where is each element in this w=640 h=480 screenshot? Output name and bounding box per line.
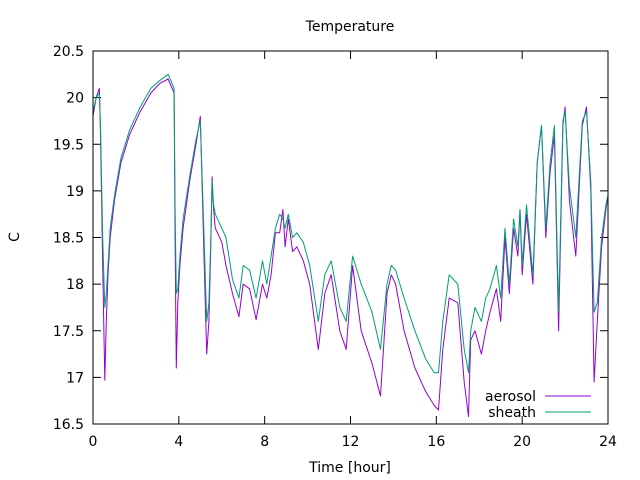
x-tick-label: 8 [260, 434, 269, 450]
x-tick-label: 24 [599, 434, 617, 450]
plot-area [92, 73, 609, 417]
x-tick-label: 12 [342, 434, 360, 450]
y-tick-label: 20.5 [53, 44, 84, 60]
y-tick-label: 19.5 [53, 137, 84, 153]
legend-label-aerosol: aerosol [485, 389, 536, 405]
y-tick-label: 17.5 [53, 324, 84, 340]
y-tick-label: 17 [66, 370, 84, 386]
chart-title: Temperature [305, 19, 395, 35]
y-tick-label: 20 [66, 91, 84, 107]
plot-frame [92, 50, 609, 425]
y-axis-label: C [7, 232, 23, 242]
x-axis-label: Time [hour] [308, 460, 391, 476]
x-tick-label: 4 [174, 434, 183, 450]
x-tick-label: 20 [513, 434, 531, 450]
legend-label-sheath: sheath [488, 405, 536, 421]
y-tick-label: 18.5 [53, 231, 84, 247]
axis-ticks: 16.5 17 17.5 18 18.5 19 19.5 20 20.5 0 4 8 12 16 20 24 [53, 44, 617, 450]
x-tick-label: 16 [427, 434, 445, 450]
y-tick-label: 19 [66, 184, 84, 200]
series-line-sheath [92, 73, 609, 374]
y-tick-label: 18 [66, 277, 84, 293]
y-tick-label: 16.5 [53, 417, 84, 433]
x-tick-label: 0 [89, 434, 98, 450]
